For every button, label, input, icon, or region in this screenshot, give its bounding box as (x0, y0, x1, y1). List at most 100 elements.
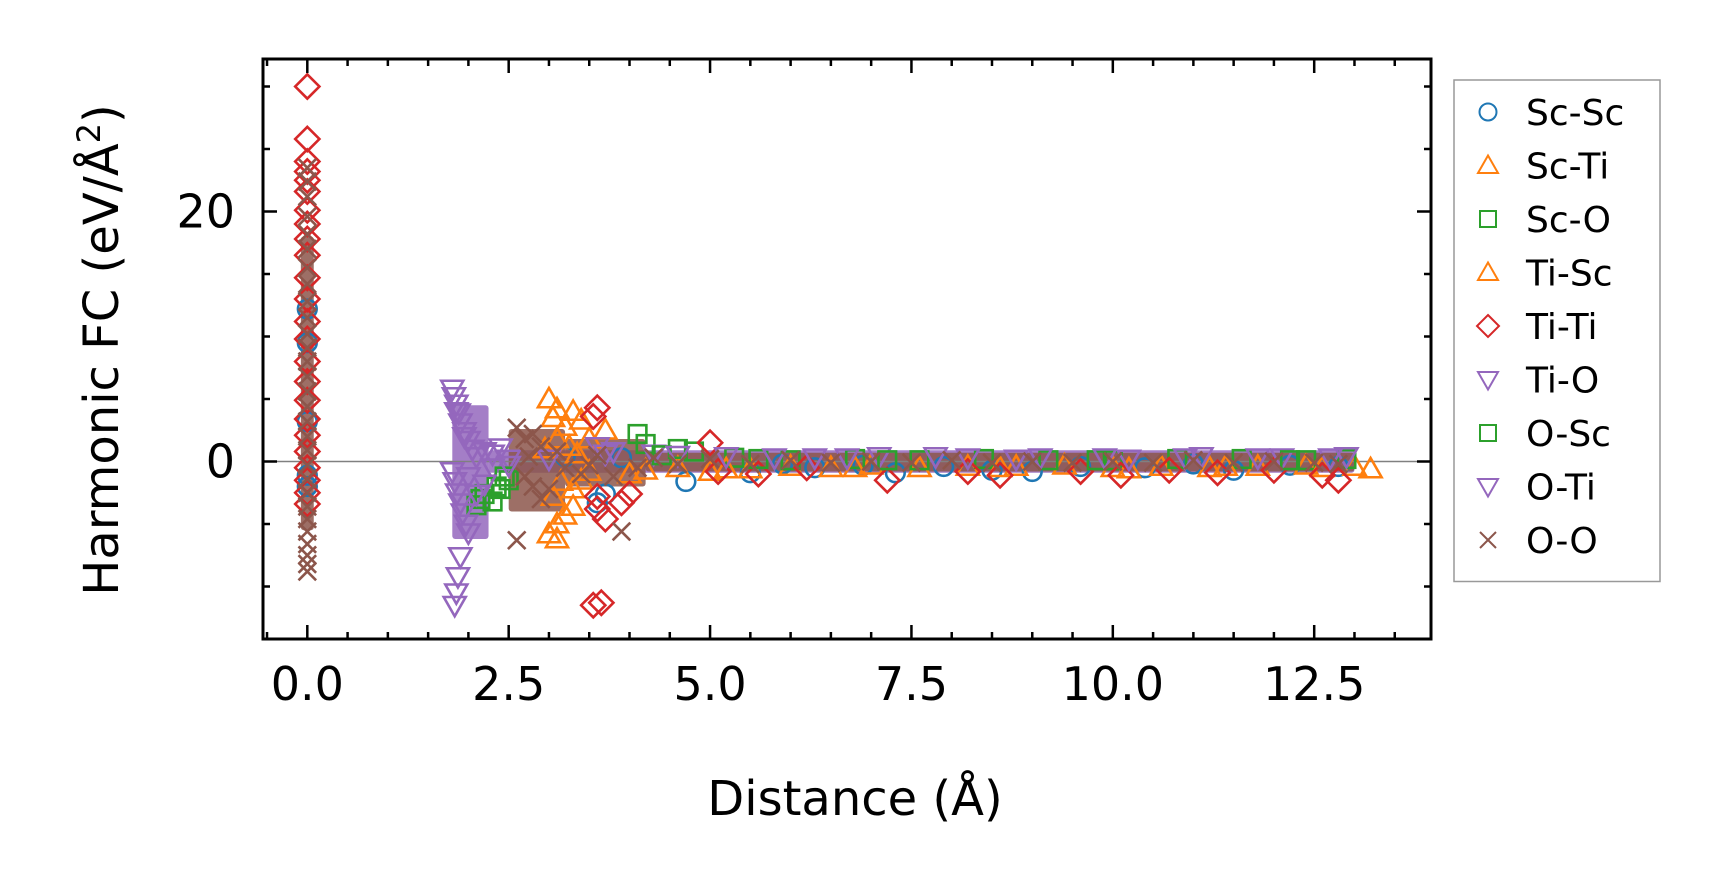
point-o-o (1264, 451, 1284, 472)
point-o-o (297, 440, 318, 460)
point-o-o (555, 458, 575, 478)
point-o-o (297, 171, 318, 192)
legend-marker (1476, 153, 1500, 174)
legend-label: Sc-O (1526, 200, 1611, 241)
point-o-o (821, 453, 841, 473)
point-ti-ti (607, 488, 636, 517)
point-ti-sc (543, 425, 571, 449)
point-o-o (297, 206, 318, 227)
point-ti-o (954, 448, 982, 472)
point-o-o (515, 466, 535, 487)
point-o-ti (600, 441, 627, 466)
series-ti-o (439, 379, 1360, 619)
point-ti-o (584, 436, 611, 461)
point-o-ti (664, 445, 692, 469)
point-o-o (901, 453, 922, 473)
point-o-o (643, 448, 664, 468)
point-o-ti (833, 448, 861, 472)
point-ti-ti (293, 157, 322, 186)
point-o-o (1103, 451, 1123, 472)
x-tick-label: 7.5 (875, 657, 948, 711)
point-o-o (861, 451, 881, 472)
point-o-o (1143, 453, 1163, 473)
point-ti-ti (1324, 466, 1353, 495)
point-ti-o (495, 449, 522, 473)
x-tick-label: 12.5 (1263, 657, 1365, 711)
point-ti-ti (293, 347, 322, 376)
y-axis-label-close: ) (74, 104, 130, 123)
point-o-o (1223, 453, 1244, 473)
point-ti-ti (696, 428, 725, 457)
y-axis-label: Harmonic FC (eV/Å2) (70, 104, 130, 596)
point-ti-o (449, 503, 477, 527)
point-ti-o (443, 583, 470, 607)
legend-marker (1479, 210, 1497, 228)
point-o-o (539, 479, 559, 499)
point-o-ti (761, 448, 788, 472)
legend-entry-o-sc: O-Sc (1479, 414, 1611, 455)
legend-entry-ti-sc: Ti-Sc (1476, 254, 1613, 295)
legend-label: O-Ti (1526, 468, 1596, 509)
point-o-o (507, 530, 527, 550)
point-ti-o (1333, 446, 1360, 471)
point-ti-ti (293, 386, 322, 415)
point-o-ti (1244, 448, 1272, 472)
point-sc-o (1038, 450, 1059, 471)
legend-label: Ti-O (1525, 361, 1599, 402)
point-sc-ti (551, 412, 579, 437)
point-ti-o (444, 566, 472, 591)
point-o-ti (443, 401, 470, 426)
point-o-o (297, 554, 318, 574)
legend-marker (1476, 371, 1500, 392)
legend-entry-ti-ti: Ti-Ti (1475, 307, 1597, 348)
point-ti-sc (1115, 455, 1143, 479)
point-o-sc (877, 450, 898, 471)
point-ti-ti (873, 466, 902, 495)
point-sc-ti (1002, 452, 1030, 477)
point-ti-ti (293, 196, 322, 225)
point-ti-o (1115, 449, 1143, 473)
point-sc-sc (296, 475, 318, 498)
legend-marker (1476, 478, 1500, 499)
point-o-o (297, 483, 318, 503)
point-ti-ti (579, 402, 608, 431)
plot-frame (261, 57, 1433, 641)
point-o-ti (1002, 449, 1030, 473)
point-o-ti (922, 446, 949, 471)
point-o-sc (1279, 450, 1301, 471)
point-o-ti (463, 484, 490, 508)
point-sc-ti (696, 457, 724, 482)
point-o-o (297, 469, 318, 489)
point-o-o (531, 489, 551, 509)
point-ti-ti (583, 393, 612, 422)
point-ti-o (441, 595, 468, 619)
point-ti-sc (547, 467, 575, 492)
legend-marker (1479, 424, 1497, 442)
point-ti-sc (559, 475, 587, 499)
point-o-o (297, 545, 318, 565)
point-ti-ti (293, 147, 322, 176)
point-o-o (297, 351, 318, 372)
legend-entry-sc-o: Sc-O (1479, 200, 1611, 241)
point-sc-ti (543, 525, 571, 549)
point-ti-o (441, 471, 468, 496)
point-ti-o (479, 458, 506, 482)
point-o-o (603, 466, 624, 487)
legend-entry-ti-o: Ti-O (1476, 361, 1599, 402)
point-o-o (297, 366, 318, 387)
point-ti-ti (792, 453, 821, 482)
point-o-o (297, 411, 318, 432)
x-tick-label: 10.0 (1062, 657, 1164, 711)
point-sc-ti (535, 385, 563, 409)
point-o-o (627, 458, 648, 478)
legend-label: O-Sc (1526, 414, 1611, 455)
point-ti-o (801, 448, 829, 472)
point-o-o (780, 450, 801, 470)
point-ti-ti (615, 480, 644, 508)
point-sc-ti (559, 397, 587, 422)
point-o-o (297, 224, 318, 244)
point-ti-ti (293, 210, 322, 238)
point-o-o (297, 258, 318, 278)
y-tick-label: 20 (176, 185, 235, 239)
